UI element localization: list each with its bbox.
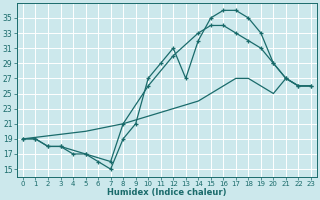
X-axis label: Humidex (Indice chaleur): Humidex (Indice chaleur) [107, 188, 227, 197]
